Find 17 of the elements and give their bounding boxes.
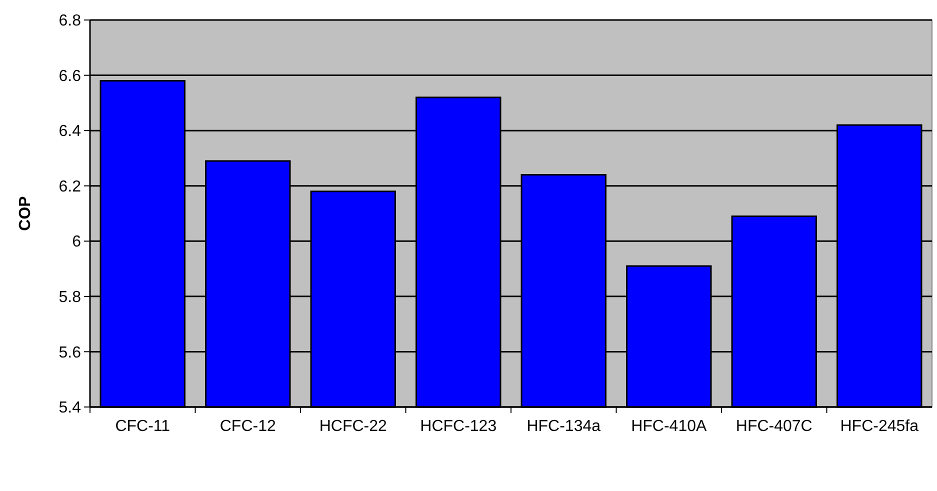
y-tick-label: 6.6 [58,68,82,85]
y-tick-label: 6.8 [58,12,82,30]
y-tick-label: 6.2 [58,178,82,196]
y-tick-label: 5.8 [58,289,82,306]
x-tick-label: CFC-11 [115,418,170,435]
y-tick-label: 5.6 [58,344,82,362]
x-tick-label: HFC-410A [631,418,707,435]
y-tick-label: 6.4 [58,123,82,140]
y-tick-label: 6 [72,234,82,251]
x-tick-label: HFC-245fa [840,418,919,435]
x-tick-label: HCFC-123 [420,418,497,435]
x-tick-label: HFC-134a [526,418,601,435]
y-tick-label: 5.4 [58,400,82,417]
x-tick-label: CFC-12 [220,418,276,435]
x-tick-label: HFC-407C [736,418,812,435]
x-tick-label: HCFC-22 [319,418,388,435]
y-axis-title: COP [17,196,34,231]
